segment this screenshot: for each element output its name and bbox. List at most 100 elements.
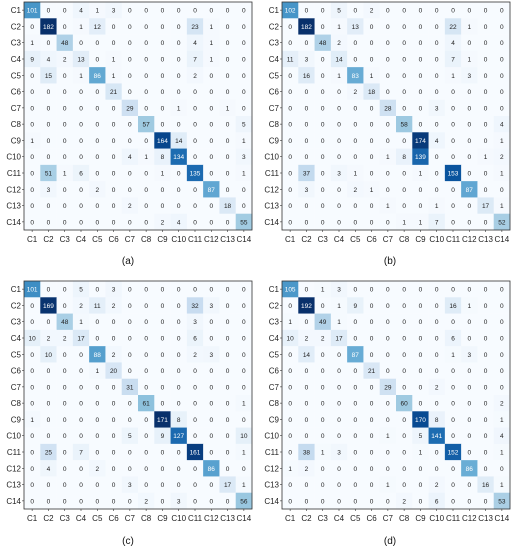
heatmap-cell bbox=[235, 34, 253, 52]
cell-value-label: 0 bbox=[402, 319, 406, 326]
heatmap-cell bbox=[72, 362, 90, 380]
cell-value-label: 0 bbox=[193, 466, 197, 473]
cell-value-label: 0 bbox=[451, 417, 455, 424]
heatmap-cell bbox=[298, 313, 315, 331]
cell-value-label: 0 bbox=[451, 8, 455, 15]
cell-value-label: 0 bbox=[402, 187, 406, 194]
cell-value-label: 0 bbox=[161, 384, 165, 391]
heatmap-cell bbox=[138, 197, 155, 215]
heatmap-cell bbox=[347, 2, 364, 19]
heatmap-cell bbox=[330, 164, 348, 182]
cell-value-label: 0 bbox=[226, 336, 230, 343]
heatmap-cell bbox=[89, 148, 106, 166]
cell-value-label: 0 bbox=[79, 384, 83, 391]
heatmap-cell bbox=[412, 362, 429, 380]
cell-value-label: 0 bbox=[112, 40, 116, 47]
cell-value-label: 0 bbox=[177, 73, 181, 80]
heatmap-cell bbox=[121, 34, 139, 52]
cell-value-label: 0 bbox=[144, 89, 148, 96]
heatmap-cell bbox=[235, 395, 253, 412]
cell-value-label: 0 bbox=[209, 368, 213, 375]
cell-value-label: 0 bbox=[288, 384, 292, 391]
confusion-matrix-panel: 101 0 0 4 1 3 0 0 0 0 0 0 0 00 182 0 1 12 0 0 0 0 0 23 1 0 01 0 48 0 0… bbox=[6, 1, 253, 267]
cell-value-label: 0 bbox=[63, 450, 67, 457]
cell-value-label: 29 bbox=[126, 105, 134, 112]
cell-value-label: 0 bbox=[95, 482, 99, 489]
heatmap-cell bbox=[493, 213, 511, 231]
cell-value-label: 0 bbox=[95, 384, 99, 391]
heatmap-cell bbox=[24, 148, 41, 166]
cell-value-label: 0 bbox=[161, 303, 165, 310]
cell-value-label: 3 bbox=[193, 319, 197, 326]
x-tick-label: C10 bbox=[171, 235, 186, 244]
heatmap-cell bbox=[396, 2, 413, 19]
heatmap-cell bbox=[493, 395, 511, 412]
cell-value-label: 21 bbox=[110, 89, 118, 96]
cell-value-label: 0 bbox=[451, 105, 455, 112]
cell-value-label: 4 bbox=[177, 219, 181, 226]
cell-value-label: 3 bbox=[112, 8, 116, 15]
heatmap-cell bbox=[314, 132, 332, 149]
x-tick-label: C13 bbox=[478, 514, 493, 523]
cell-value-label: 1 bbox=[451, 352, 455, 359]
x-tick-label: C13 bbox=[220, 514, 235, 523]
cell-value-label: 0 bbox=[63, 384, 67, 391]
cell-value-label: 0 bbox=[484, 417, 488, 424]
cell-value-label: 0 bbox=[467, 219, 471, 226]
heatmap-cell bbox=[186, 99, 204, 117]
heatmap-cell bbox=[219, 346, 237, 363]
cell-value-label: 0 bbox=[500, 73, 504, 80]
y-tick-label: C1 bbox=[11, 6, 22, 15]
heatmap-cell bbox=[379, 443, 397, 461]
cell-value-label: 0 bbox=[337, 187, 341, 194]
heatmap-cell bbox=[379, 148, 397, 166]
heatmap-cell bbox=[461, 99, 478, 117]
cell-value-label: 58 bbox=[401, 122, 409, 129]
x-tick-label: C14 bbox=[495, 235, 510, 244]
heatmap-cell bbox=[347, 34, 364, 52]
heatmap-cell bbox=[461, 460, 478, 477]
cell-value-label: 0 bbox=[79, 138, 83, 145]
heatmap-cell bbox=[121, 197, 139, 215]
heatmap-cell bbox=[40, 181, 57, 198]
cell-value-label: 0 bbox=[419, 203, 423, 210]
cell-value-label: 57 bbox=[143, 122, 151, 129]
cell-value-label: 0 bbox=[226, 466, 230, 473]
cell-value-label: 0 bbox=[226, 287, 230, 294]
heatmap-cell bbox=[379, 34, 397, 52]
cell-value-label: 0 bbox=[353, 433, 357, 440]
cell-value-label: 0 bbox=[193, 8, 197, 15]
heatmap-cell bbox=[105, 50, 123, 68]
heatmap-cell bbox=[170, 213, 188, 231]
cell-value-label: 18 bbox=[368, 89, 376, 96]
heatmap-cell bbox=[24, 329, 41, 347]
heatmap-cell bbox=[444, 313, 462, 331]
cell-value-label: 1 bbox=[209, 40, 213, 47]
heatmap-cell bbox=[314, 181, 332, 198]
heatmap-cell bbox=[298, 99, 315, 117]
heatmap-cell bbox=[444, 181, 462, 198]
heatmap-cell bbox=[138, 99, 155, 117]
heatmap-cell bbox=[347, 313, 364, 331]
heatmap-cell bbox=[347, 132, 364, 149]
cell-value-label: 0 bbox=[128, 319, 132, 326]
cell-value-label: 0 bbox=[337, 203, 341, 210]
heatmap-cell bbox=[72, 99, 90, 117]
cell-value-label: 0 bbox=[467, 203, 471, 210]
heatmap-cell bbox=[379, 132, 397, 149]
cell-value-label: 28 bbox=[384, 105, 392, 112]
heatmap-cell bbox=[379, 99, 397, 117]
cell-value-label: 0 bbox=[63, 219, 67, 226]
heatmap-cell bbox=[493, 83, 511, 101]
heatmap-cell bbox=[72, 2, 90, 19]
heatmap-cell bbox=[105, 34, 123, 52]
cell-value-label: 17 bbox=[77, 336, 85, 343]
cell-value-label: 0 bbox=[242, 40, 246, 47]
heatmap-cell bbox=[219, 297, 237, 314]
cell-value-label: 0 bbox=[63, 433, 67, 440]
heatmap-cell bbox=[170, 2, 188, 19]
cell-value-label: 14 bbox=[303, 352, 311, 359]
cell-value-label: 0 bbox=[386, 219, 390, 226]
cell-value-label: 4 bbox=[47, 466, 51, 473]
cell-value-label: 1 bbox=[386, 482, 390, 489]
